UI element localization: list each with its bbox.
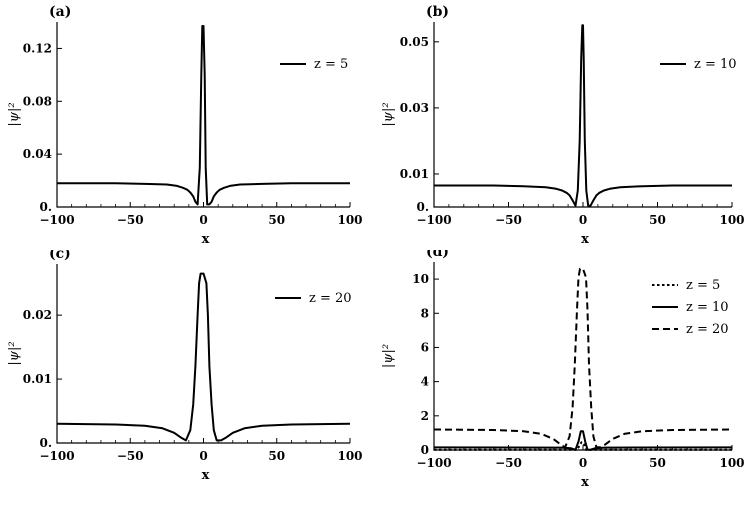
x-tick-label: 0 bbox=[199, 213, 207, 227]
x-axis-label: x bbox=[202, 468, 210, 483]
x-tick-label: 100 bbox=[337, 213, 362, 227]
y-tick-label: 0.05 bbox=[400, 35, 429, 49]
y-tick-label: 0.08 bbox=[23, 94, 52, 108]
x-tick-label: −100 bbox=[416, 213, 451, 227]
x-tick-label: 100 bbox=[719, 456, 744, 470]
x-tick-label: −50 bbox=[117, 213, 144, 227]
x-tick-label: 100 bbox=[337, 449, 362, 463]
x-axis-label: x bbox=[581, 475, 589, 490]
series-line bbox=[434, 441, 732, 451]
x-tick-label: −50 bbox=[495, 456, 522, 470]
x-tick-label: 50 bbox=[268, 213, 285, 227]
y-axis-label: |ψ|² bbox=[7, 341, 22, 365]
chart-c: −100 −50 0 50 100 0. 0.01 0.02 x |ψ|² (c) z = 20 bbox=[7, 246, 363, 483]
x-axis-label: x bbox=[581, 232, 589, 247]
panel-d: −100 −50 0 50 100 0 2 4 6 8 10 x |ψ|² (d) z = 5 z = 10 z… bbox=[374, 244, 747, 503]
panel-c: −100 −50 0 50 100 0. 0.01 0.02 x |ψ|² (c) z = 20 bbox=[0, 246, 373, 503]
y-tick-label: 0.01 bbox=[23, 372, 52, 386]
legend-label: z = 10 bbox=[694, 57, 737, 72]
x-tick-label: 100 bbox=[719, 213, 744, 227]
series-line bbox=[57, 25, 350, 206]
y-tick-label: 0.02 bbox=[23, 308, 52, 322]
y-tick-label: 10 bbox=[412, 272, 429, 286]
y-tick-label: 0.12 bbox=[23, 41, 52, 55]
x-tick-label: 0 bbox=[199, 449, 207, 463]
chart-d: −100 −50 0 50 100 0 2 4 6 8 10 x |ψ|² (d) z = 5 z = 10 z… bbox=[381, 244, 745, 490]
y-tick-label: 2 bbox=[421, 409, 429, 423]
y-tick-label: 6 bbox=[421, 340, 429, 354]
y-axis-label: |ψ|² bbox=[7, 102, 22, 126]
panel-label: (b) bbox=[426, 4, 449, 20]
x-tick-label: 50 bbox=[268, 449, 285, 463]
axes-frame bbox=[56, 264, 350, 444]
series-line bbox=[56, 272, 351, 442]
legend-label: z = 10 bbox=[686, 300, 729, 315]
legend-label: z = 20 bbox=[686, 322, 729, 337]
y-tick-label: 0.01 bbox=[400, 167, 429, 181]
x-tick-label: −100 bbox=[39, 449, 74, 463]
panel-label: (a) bbox=[49, 4, 71, 20]
chart-a: −100 −50 0 50 100 0. 0.04 0.08 0.12 x |ψ|² (a) z = 5 bbox=[7, 4, 363, 247]
y-tick-label: 8 bbox=[421, 306, 429, 320]
panel-a: −100 −50 0 50 100 0. 0.04 0.08 0.12 x |ψ|² (a) z = 5 bbox=[0, 0, 373, 250]
chart-b: −100 −50 0 50 100 0. 0.01 0.03 0.05 x |ψ|² (b) z = 1… bbox=[381, 4, 745, 247]
x-tick-label: 50 bbox=[649, 456, 666, 470]
y-tick-label: 0.03 bbox=[400, 101, 429, 115]
y-axis-label: |ψ|² bbox=[381, 344, 396, 368]
x-tick-label: −50 bbox=[495, 213, 522, 227]
panel-b: −100 −50 0 50 100 0. 0.01 0.03 0.05 x |ψ|² (b) z = 1… bbox=[374, 0, 747, 250]
y-tick-label: 0. bbox=[39, 200, 52, 214]
panel-label: (c) bbox=[49, 250, 71, 262]
legend-label: z = 20 bbox=[309, 291, 352, 306]
legend-label: z = 5 bbox=[314, 57, 348, 72]
y-tick-label: 0 bbox=[421, 443, 429, 457]
x-tick-label: 0 bbox=[579, 213, 587, 227]
x-tick-label: 0 bbox=[579, 456, 587, 470]
series-line bbox=[433, 267, 733, 449]
y-tick-label: 4 bbox=[421, 375, 429, 389]
x-tick-label: −50 bbox=[117, 449, 144, 463]
x-tick-label: 50 bbox=[649, 213, 666, 227]
y-tick-label: 0. bbox=[416, 200, 429, 214]
series-line bbox=[434, 24, 732, 207]
x-axis-label: x bbox=[202, 232, 210, 247]
y-axis-label: |ψ|² bbox=[381, 102, 396, 126]
x-tick-label: −100 bbox=[39, 213, 74, 227]
series-line bbox=[433, 430, 733, 451]
panel-label: (d) bbox=[426, 250, 449, 260]
y-tick-label: 0. bbox=[39, 436, 52, 450]
x-tick-label: −100 bbox=[416, 456, 451, 470]
y-tick-label: 0.04 bbox=[23, 147, 52, 161]
legend-label: z = 5 bbox=[686, 278, 720, 293]
